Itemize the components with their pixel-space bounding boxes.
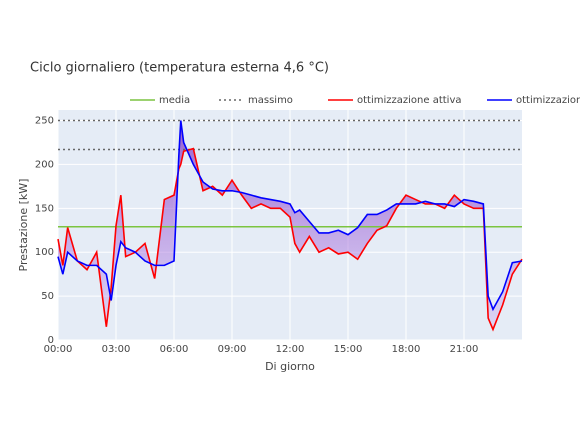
y-tick-label: 0 (48, 335, 54, 346)
legend-label: media (159, 95, 190, 106)
x-tick-label: 06:00 (160, 344, 189, 355)
legend-label: massimo (248, 95, 293, 106)
y-tick-label: 200 (35, 159, 54, 170)
chart-title: Ciclo giornaliero (temperatura esterna 4… (30, 61, 329, 76)
x-tick-label: 21:00 (450, 344, 479, 355)
x-axis-title: Di giorno (265, 360, 315, 373)
y-tick-label: 150 (35, 203, 54, 214)
y-tick-label: 250 (35, 116, 54, 127)
x-tick-label: 03:00 (102, 344, 131, 355)
legend-label: ottimizzazione inattiva (516, 95, 580, 106)
x-tick-label: 00:00 (44, 344, 73, 355)
x-tick-label: 18:00 (392, 344, 421, 355)
x-tick-label: 15:00 (334, 344, 363, 355)
legend-label: ottimizzazione attiva (357, 95, 462, 106)
x-tick-label: 09:00 (218, 344, 247, 355)
y-axis-title: Prestazione [kW] (17, 179, 30, 272)
y-tick-label: 100 (35, 247, 54, 258)
series-line (57, 147, 523, 332)
series-line (57, 120, 523, 312)
x-tick-label: 12:00 (276, 344, 305, 355)
y-tick-label: 50 (41, 291, 54, 302)
